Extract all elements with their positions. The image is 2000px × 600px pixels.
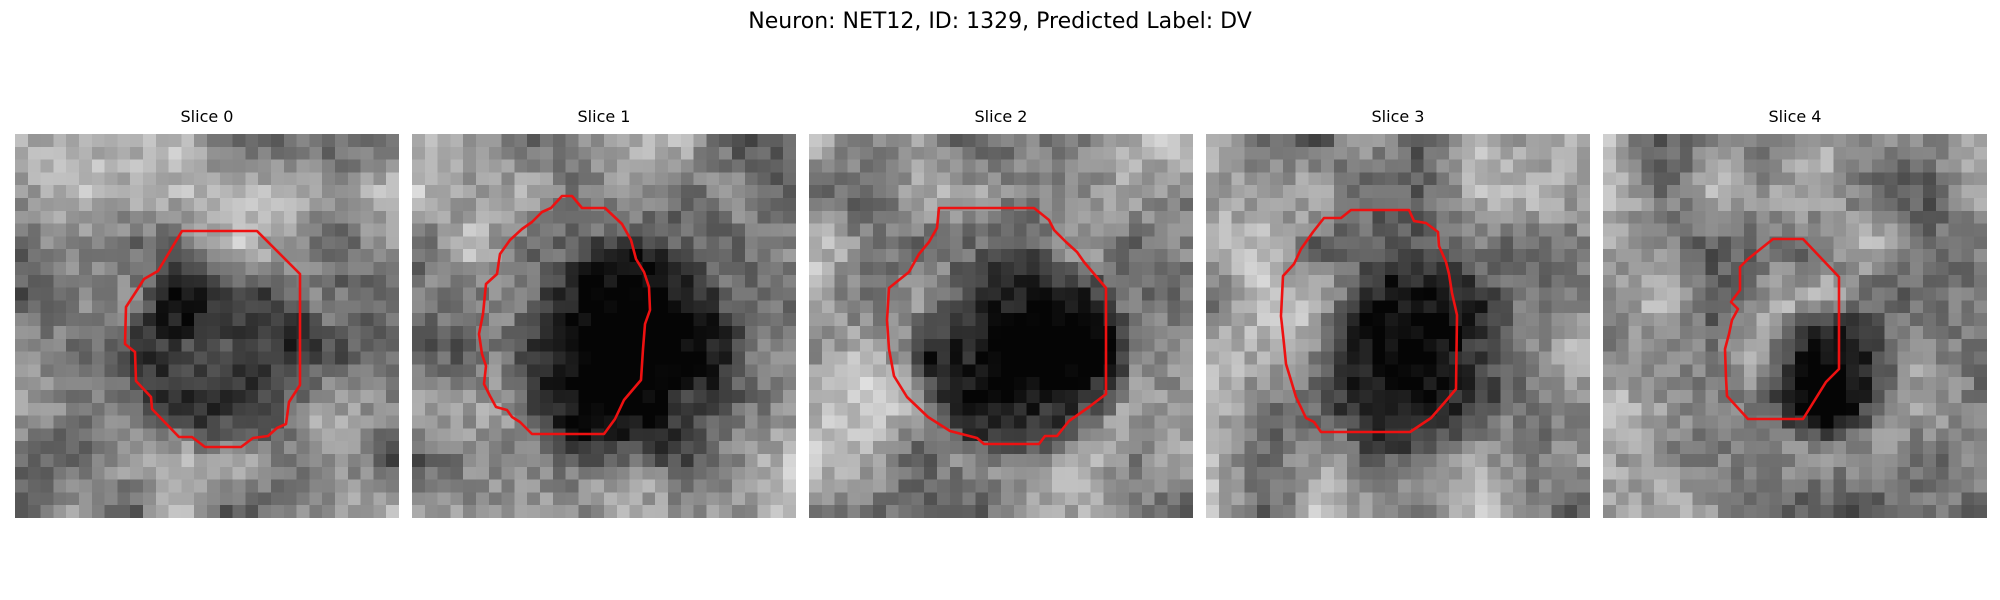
slice-title-3: Slice 3 — [1371, 107, 1425, 126]
slice-image-2 — [809, 134, 1193, 518]
slice-image-1 — [412, 134, 796, 518]
slice-title-2: Slice 2 — [974, 107, 1028, 126]
slice-title-0: Slice 0 — [180, 107, 234, 126]
roi-contour-0 — [123, 229, 302, 449]
slice-panel-3: Slice 3 — [1206, 107, 1590, 518]
slice-panel-4: Slice 4 — [1603, 107, 1987, 518]
slice-panel-2: Slice 2 — [809, 107, 1193, 518]
roi-contour-3 — [1279, 208, 1459, 434]
figure-title: Neuron: NET12, ID: 1329, Predicted Label… — [748, 9, 1252, 34]
slice-image-3 — [1206, 134, 1590, 518]
slice-image-0 — [15, 134, 399, 518]
slice-title-1: Slice 1 — [577, 107, 631, 126]
roi-contour-2 — [885, 206, 1108, 446]
slice-title-4: Slice 4 — [1768, 107, 1822, 126]
roi-contour-4 — [1723, 237, 1841, 421]
slice-image-4 — [1603, 134, 1987, 518]
roi-contour-1 — [477, 194, 652, 436]
slice-panel-0: Slice 0 — [15, 107, 399, 518]
slice-panel-1: Slice 1 — [412, 107, 796, 518]
